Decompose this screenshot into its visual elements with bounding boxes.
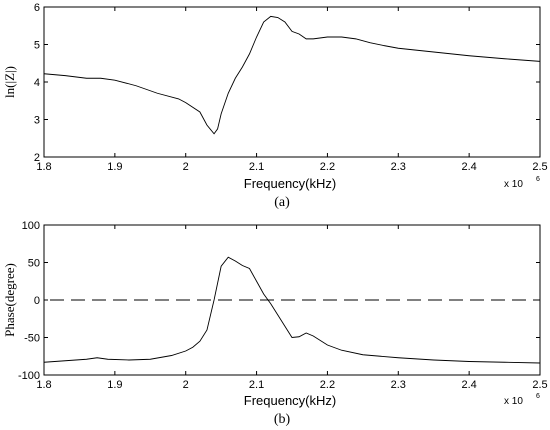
x-tick-label: 2	[183, 379, 189, 391]
y-tick-label: 0	[34, 295, 40, 307]
chart-b-xlabel: Frequency(kHz)	[244, 393, 336, 408]
x-tick-label: 2.1	[249, 379, 264, 391]
x-tick-label: 2.2	[320, 161, 335, 173]
x-tick-label: 1.9	[107, 379, 122, 391]
x-tick-label: 2.5	[532, 161, 547, 173]
x-tick-label: 1.9	[107, 161, 122, 173]
chart-b-x-ticks: 1.8 1.9 2 2.1 2.2 2.3 2.4 2.5	[36, 225, 548, 391]
chart-a-xlabel: Frequency(kHz)	[244, 176, 336, 191]
x-tick-label: 2.3	[391, 379, 406, 391]
y-tick-label: -100	[18, 370, 40, 382]
y-tick-label: 4	[34, 77, 40, 89]
x-tick-label: 1.8	[36, 379, 51, 391]
chart-a-y-ticks: 2 3 4 5 6	[34, 2, 540, 164]
y-tick-label: -50	[24, 333, 40, 345]
x-tick-label: 2	[183, 161, 189, 173]
y-tick-label: 5	[34, 40, 40, 52]
x-tick-label: 2.4	[461, 379, 476, 391]
chart-b-x-multiplier-exponent: 6	[536, 393, 540, 400]
y-tick-label: 3	[34, 115, 40, 127]
x-tick-label: 2.1	[249, 161, 264, 173]
chart-a-caption: (a)	[274, 195, 290, 210]
chart-a-x-multiplier: x 10	[504, 179, 523, 190]
y-tick-label: 6	[34, 2, 40, 14]
chart-b-caption: (b)	[274, 412, 291, 427]
chart-a-x-ticks: 1.8 1.9 2 2.1 2.2 2.3 2.4 2.5	[36, 7, 548, 173]
x-tick-label: 2.2	[320, 379, 335, 391]
x-tick-label: 1.8	[36, 161, 51, 173]
y-tick-label: 50	[28, 258, 40, 270]
chart-a-axes-frame	[43, 6, 541, 158]
y-tick-label: 100	[22, 220, 40, 232]
chart-a: 1.8 1.9 2 2.1 2.2 2.3 2.4 2.5 2 3 4 5 6 ln(|Z|) Fre…	[2, 2, 548, 210]
chart-b-series-line	[43, 256, 541, 364]
x-tick-label: 2.3	[391, 161, 406, 173]
x-tick-label: 2.4	[461, 161, 476, 173]
chart-a-series-line	[43, 15, 541, 135]
chart-b-axes-frame	[43, 224, 541, 376]
chart-b: 1.8 1.9 2 2.1 2.2 2.3 2.4 2.5 100 50 0 -50 -100 Pha…	[2, 220, 548, 427]
chart-a-ylabel: ln(|Z|)	[2, 66, 17, 98]
x-tick-label: 2.5	[532, 379, 547, 391]
chart-a-x-multiplier-exponent: 6	[536, 176, 540, 183]
y-tick-label: 2	[34, 152, 40, 164]
chart-b-x-multiplier: x 10	[504, 396, 523, 407]
chart-b-ylabel: Phase(degree)	[2, 263, 17, 337]
